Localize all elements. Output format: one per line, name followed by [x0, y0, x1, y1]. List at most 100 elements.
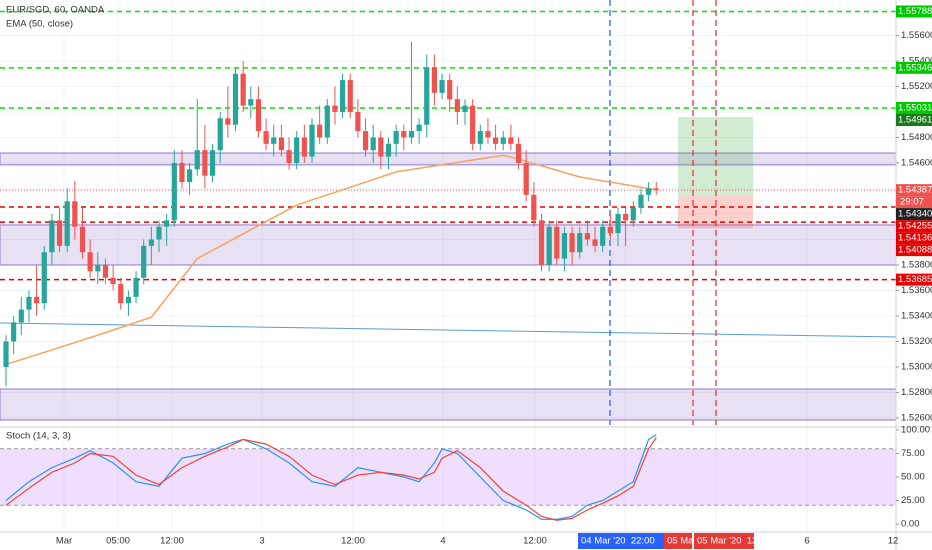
price-tag [896, 273, 932, 286]
candle-body [401, 131, 407, 138]
price-tag-label: 1.54136 [898, 233, 932, 244]
candle-body [462, 105, 468, 112]
candle-body [515, 143, 522, 163]
price-tag [896, 208, 932, 221]
x-tick-label: 12:00 [523, 536, 547, 547]
candle-body [416, 124, 422, 132]
candle-body [646, 188, 652, 195]
candle-body [87, 252, 93, 272]
price-tag [896, 184, 932, 197]
time-marker-label: 05 Ma [667, 536, 694, 547]
x-tick-label: 3 [259, 536, 264, 547]
candle-body [615, 213, 621, 234]
time-marker-tag [578, 533, 664, 549]
y-tick-label: 1.55600 [901, 30, 932, 41]
candle-body [577, 233, 583, 253]
price-tag-label: 1.54387 [898, 185, 932, 196]
stoch-tick-label: 75.00 [901, 448, 925, 459]
y-tick-label: 1.55400 [901, 55, 932, 66]
candle-body [470, 105, 476, 144]
candle-body [286, 150, 292, 163]
price-tag [896, 5, 932, 18]
price-tag [896, 102, 932, 115]
candle-body [301, 137, 307, 157]
time-marker-tag [664, 533, 692, 549]
candle-body [424, 67, 430, 125]
symbol-title: EUR/SGD, 60, OANDA [6, 5, 105, 16]
candle-body [546, 226, 552, 265]
candle-body [638, 194, 644, 208]
candle-body [362, 131, 369, 151]
candle-body [584, 233, 590, 240]
y-tick-label: 1.53400 [901, 310, 932, 321]
stoch-tick-label: 100.00 [901, 425, 930, 436]
candle-body [26, 296, 32, 310]
time-marker-tag [694, 533, 754, 549]
price-tag [896, 114, 932, 127]
stoch-pane [0, 434, 896, 521]
zone [0, 152, 897, 166]
candle-body [347, 80, 353, 112]
price-tag [896, 232, 932, 245]
price-tag-label: 1.55031 [898, 103, 932, 114]
price-tag [896, 61, 932, 74]
price-tag-label: 1.55788 [898, 6, 932, 17]
candle-body [248, 99, 254, 106]
candle-body [225, 118, 231, 125]
stoch-band [0, 448, 896, 506]
stoch-tick-label: 50.00 [901, 472, 925, 483]
y-tick-label: 1.53000 [901, 361, 932, 372]
x-tick-label: 12 [888, 536, 899, 547]
candle-body [508, 137, 514, 144]
candle-body [56, 220, 63, 246]
countdown-tag [896, 196, 932, 209]
candle-body [447, 80, 453, 100]
candle-body [179, 162, 185, 183]
candle-body [64, 201, 70, 246]
candle-body [340, 80, 346, 112]
candle-body [278, 137, 284, 151]
candle-body [141, 245, 147, 278]
x-tick-label: 12:00 [341, 536, 365, 547]
candle-body [11, 322, 17, 342]
countdown: 29:07 [900, 197, 924, 208]
candle-body [232, 73, 239, 125]
candle-body [187, 169, 193, 183]
y-tick-label: 1.53800 [901, 259, 932, 270]
candle-body [370, 137, 376, 151]
candle-body [523, 162, 529, 195]
candle-body [148, 239, 154, 246]
candle-body [156, 226, 162, 240]
x-tick-label: 05:00 [106, 536, 130, 547]
candle-body [125, 296, 131, 304]
y-tick-label: 1.54600 [901, 157, 932, 168]
candle-body [133, 277, 139, 297]
candle-body [209, 150, 216, 176]
stoch-line [5, 437, 657, 521]
price-tag-label: 1.54088 [898, 245, 932, 256]
x-tick-label: 6 [804, 536, 809, 547]
ema-line [5, 154, 657, 366]
stoch-title: Stoch (14, 3, 3) [6, 431, 71, 442]
candle-body [355, 111, 361, 132]
candle-body [561, 233, 568, 259]
candle-body [240, 73, 246, 106]
stoch-tick-label: 0.00 [901, 519, 920, 530]
candle-body [385, 143, 392, 157]
price-tag-label: 1.53685 [898, 274, 932, 285]
price-tag-label: 1.54255 [898, 221, 932, 232]
zone [0, 388, 897, 421]
stoch-tick-label: 25.00 [901, 495, 925, 506]
candle-body [393, 131, 399, 144]
candle-body [118, 284, 124, 304]
y-tick-label: 1.55200 [901, 81, 932, 92]
candle-body [110, 277, 116, 285]
price-tag [896, 220, 932, 233]
candle-body [34, 296, 40, 304]
x-tick-label: Mar [56, 536, 72, 547]
candle-body [171, 162, 177, 221]
trendline [0, 322, 897, 338]
candle-body [454, 99, 460, 112]
